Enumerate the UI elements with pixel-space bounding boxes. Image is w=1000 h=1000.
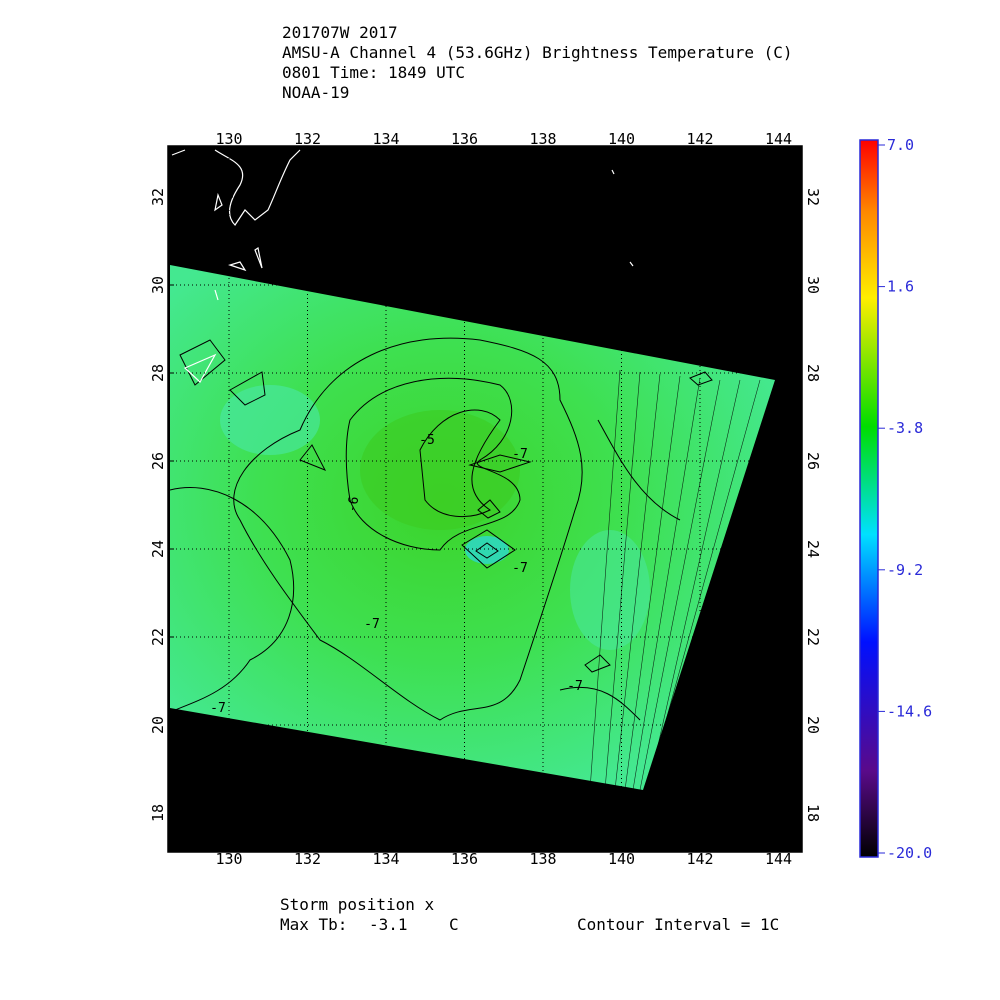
max-label: Max Tb: bbox=[280, 915, 347, 934]
lat-label-right: 26 bbox=[804, 452, 822, 470]
max-value: -3.1 bbox=[369, 915, 408, 934]
map-frame bbox=[167, 145, 803, 853]
lat-label-right: 18 bbox=[804, 804, 822, 822]
lon-label-bottom: 140 bbox=[608, 850, 635, 868]
header-line: AMSU-A Channel 4 (53.6GHz) Brightness Te… bbox=[282, 43, 793, 62]
lat-label-right: 30 bbox=[804, 276, 822, 294]
contour-label: -6 bbox=[345, 495, 362, 513]
lat-label-right: 28 bbox=[804, 364, 822, 382]
colorbar-label: 1.6 bbox=[887, 278, 914, 296]
lon-label-top: 140 bbox=[608, 130, 635, 148]
lon-label-top: 144 bbox=[765, 130, 792, 148]
swath bbox=[170, 265, 775, 790]
colorbar-label: -3.8 bbox=[887, 419, 923, 437]
contours bbox=[169, 337, 713, 721]
colorbar-label: -9.2 bbox=[887, 561, 923, 579]
graticule bbox=[168, 146, 802, 852]
lon-label-top: 142 bbox=[686, 130, 713, 148]
contour-label: -7 bbox=[512, 561, 528, 576]
lat-label-right: 20 bbox=[804, 716, 822, 734]
contour-label: -7 bbox=[210, 701, 226, 716]
max-unit: C bbox=[449, 915, 459, 934]
lat-label-left: 30 bbox=[149, 276, 167, 294]
lat-label-right: 32 bbox=[804, 188, 822, 206]
contour-label: -7 bbox=[512, 447, 528, 462]
lat-label-left: 24 bbox=[149, 540, 167, 558]
lon-label-top: 134 bbox=[372, 130, 399, 148]
lon-label-top: 132 bbox=[294, 130, 321, 148]
contour-label: -7 bbox=[567, 679, 583, 694]
header-line: NOAA-19 bbox=[282, 83, 349, 102]
lat-label-left: 20 bbox=[149, 716, 167, 734]
lat-label-left: 32 bbox=[149, 188, 167, 206]
colorbar-label: 7.0 bbox=[887, 136, 914, 154]
lon-label-bottom: 130 bbox=[215, 850, 242, 868]
map bbox=[167, 145, 803, 853]
lon-label-bottom: 134 bbox=[372, 850, 399, 868]
lat-label-left: 22 bbox=[149, 628, 167, 646]
colorbar bbox=[859, 139, 879, 858]
colorbar-label: -20.0 bbox=[887, 844, 932, 862]
contour-label: -7 bbox=[364, 617, 380, 632]
lon-label-bottom: 132 bbox=[294, 850, 321, 868]
lat-label-right: 24 bbox=[804, 540, 822, 558]
header-line: 201707W 2017 bbox=[282, 23, 398, 42]
storm-position: Storm position x bbox=[280, 895, 434, 914]
coastline bbox=[171, 149, 634, 383]
contour-interval: Contour Interval = 1C bbox=[577, 915, 779, 934]
lat-label-right: 22 bbox=[804, 628, 822, 646]
lat-label-left: 26 bbox=[149, 452, 167, 470]
header-line: 0801 Time: 1849 UTC bbox=[282, 63, 465, 82]
lat-label-left: 28 bbox=[149, 364, 167, 382]
lon-label-top: 136 bbox=[451, 130, 478, 148]
lon-label-bottom: 136 bbox=[451, 850, 478, 868]
colorbar-label: -14.6 bbox=[887, 702, 932, 720]
lat-label-left: 18 bbox=[149, 804, 167, 822]
lon-label-bottom: 138 bbox=[529, 850, 556, 868]
contour-label: -5 bbox=[419, 433, 435, 448]
lon-label-bottom: 142 bbox=[686, 850, 713, 868]
lon-label-bottom: 144 bbox=[765, 850, 792, 868]
lon-label-top: 130 bbox=[215, 130, 242, 148]
lon-label-top: 138 bbox=[529, 130, 556, 148]
